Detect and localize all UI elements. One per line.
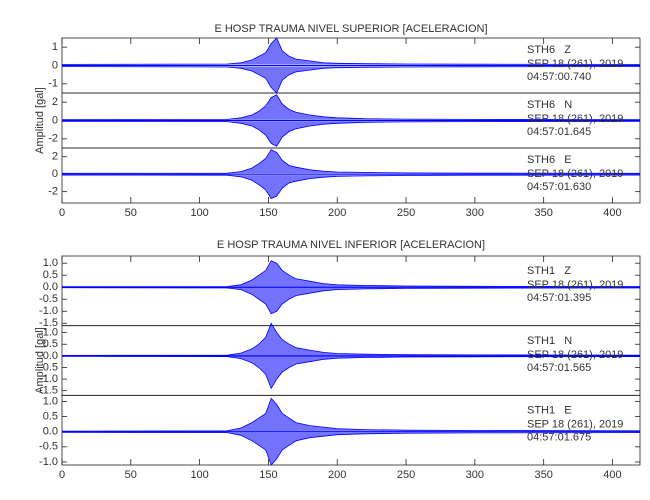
time-label: 04:57:00.740 xyxy=(527,71,591,83)
y-tick-label: -1.5 xyxy=(39,317,58,329)
trace-envelope-upper xyxy=(61,149,641,174)
y-tick-label: 1.0 xyxy=(43,257,58,269)
x-tick-label: 250 xyxy=(397,207,415,219)
trace-envelope-lower xyxy=(61,287,641,315)
station-label: STH6 N xyxy=(527,99,572,111)
y-axis-label: Amplitud [gal] xyxy=(34,87,46,154)
x-tick-label: 250 xyxy=(397,469,415,481)
time-label: 04:57:01.565 xyxy=(527,362,591,374)
y-tick-label: -2 xyxy=(48,133,58,145)
x-tick-label: 300 xyxy=(466,207,484,219)
y-tick-label: -1.5 xyxy=(39,385,58,397)
y-tick-label: -1.0 xyxy=(39,456,58,468)
trace-envelope-lower xyxy=(61,431,641,466)
trace-envelope-lower xyxy=(61,355,641,390)
chart-title: E HOSP TRAUMA NIVEL INFERIOR [ACELERACIO… xyxy=(217,239,485,251)
x-tick-label: 100 xyxy=(190,469,208,481)
y-tick-label: 0.5 xyxy=(43,410,58,422)
station-label: STH6 Z xyxy=(527,44,571,56)
x-tick-label: 150 xyxy=(259,469,277,481)
x-tick-label: 50 xyxy=(125,207,137,219)
date-label: SEP 18 (261), 2019 xyxy=(527,349,623,361)
chart-title: E HOSP TRAUMA NIVEL SUPERIOR [ACELERACIO… xyxy=(214,23,487,35)
trace-envelope-upper xyxy=(61,322,641,356)
trace-envelope-upper xyxy=(61,260,641,288)
y-tick-label: -2 xyxy=(48,186,58,198)
date-label: SEP 18 (261), 2019 xyxy=(527,113,623,125)
y-tick-label: 0.0 xyxy=(43,350,58,362)
x-tick-label: 0 xyxy=(59,207,65,219)
x-tick-label: 200 xyxy=(328,469,346,481)
y-tick-label: 0 xyxy=(52,168,58,180)
station-label: STH6 E xyxy=(527,154,572,166)
date-label: SEP 18 (261), 2019 xyxy=(527,419,623,431)
y-tick-label: -0.5 xyxy=(39,441,58,453)
y-tick-label: 2 xyxy=(52,96,58,108)
panel-frame xyxy=(61,394,641,466)
time-label: 04:57:01.630 xyxy=(527,181,591,193)
x-tick-label: 150 xyxy=(259,207,277,219)
y-tick-label: 1.0 xyxy=(43,327,58,339)
x-tick-label: 50 xyxy=(125,469,137,481)
y-axis-label: Amplitud [gal] xyxy=(34,327,46,394)
y-tick-label: 0 xyxy=(52,114,58,126)
y-tick-label: 0.5 xyxy=(43,338,58,350)
trace-envelope-upper xyxy=(61,37,641,65)
y-tick-label: 0 xyxy=(52,59,58,71)
y-tick-label: -1.0 xyxy=(39,373,58,385)
y-tick-label: 0.5 xyxy=(43,269,58,281)
x-tick-label: 350 xyxy=(534,207,552,219)
y-tick-label: 1.0 xyxy=(43,395,58,407)
x-tick-label: 100 xyxy=(190,207,208,219)
trace-envelope-upper xyxy=(61,397,641,432)
trace-envelope-upper xyxy=(61,94,641,120)
station-label: STH1 Z xyxy=(527,265,571,277)
station-label: STH1 N xyxy=(527,335,572,347)
trace-envelope-lower xyxy=(61,121,641,147)
y-tick-label: 2 xyxy=(52,151,58,163)
time-label: 04:57:01.645 xyxy=(527,126,591,138)
time-label: 04:57:01.675 xyxy=(527,432,591,444)
date-label: SEP 18 (261), 2019 xyxy=(527,168,623,180)
station-label: STH1 E xyxy=(527,405,572,417)
y-tick-label: 1 xyxy=(52,41,58,53)
x-tick-label: 400 xyxy=(603,207,621,219)
trace-envelope-lower xyxy=(61,174,641,200)
y-tick-label: 0.0 xyxy=(43,281,58,293)
trace-envelope-lower xyxy=(61,66,641,94)
y-tick-label: 0.0 xyxy=(43,426,58,438)
y-tick-label: -0.5 xyxy=(39,361,58,373)
x-tick-label: 400 xyxy=(603,469,621,481)
y-tick-label: -1 xyxy=(48,78,58,90)
x-tick-label: 300 xyxy=(466,469,484,481)
x-tick-label: 200 xyxy=(328,207,346,219)
time-label: 04:57:01.395 xyxy=(527,292,591,304)
x-tick-label: 350 xyxy=(534,469,552,481)
x-tick-label: 0 xyxy=(59,469,65,481)
y-tick-label: -0.5 xyxy=(39,293,58,305)
date-label: SEP 18 (261), 2019 xyxy=(527,58,623,70)
date-label: SEP 18 (261), 2019 xyxy=(527,279,623,291)
y-tick-label: -1.0 xyxy=(39,305,58,317)
